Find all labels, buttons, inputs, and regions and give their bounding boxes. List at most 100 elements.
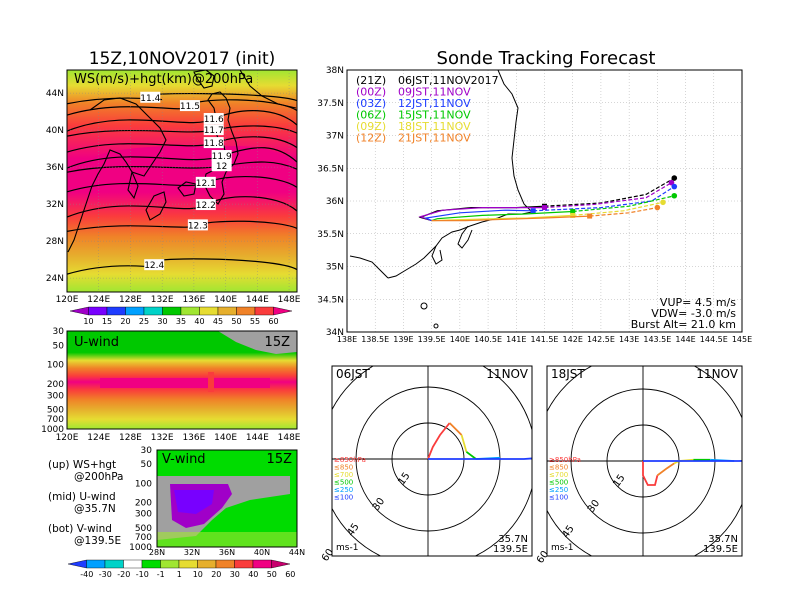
- legend-line6: @139.5E: [74, 535, 121, 547]
- ws-colorbar-swatch: [217, 306, 237, 316]
- ws-colorbar-label: 25: [139, 317, 149, 326]
- hodograph-unit: ms-1: [336, 543, 358, 553]
- hodograph-ring-label: 30: [371, 496, 387, 513]
- track-landing-marker: [671, 183, 678, 190]
- ws-colorbar-swatch: [180, 306, 200, 316]
- contour-label-box: 12.2: [196, 199, 216, 211]
- hodograph-segment: [465, 451, 477, 460]
- track-x-tick: 142E: [563, 335, 583, 344]
- hodograph-level-label: ≤500: [334, 479, 353, 487]
- track-legend-code: (00Z): [356, 86, 386, 99]
- vwind-colorbar-swatch: [104, 559, 124, 569]
- track-info-burst: Burst Alt= 21.0 km: [631, 318, 736, 331]
- vwind-colorbar-label: -30: [99, 570, 112, 579]
- track-line-descent: [533, 186, 675, 212]
- ws-colorbar-swatch: [106, 306, 126, 316]
- track-burst-marker: [530, 208, 536, 214]
- uwind-x-tick: 136E: [182, 433, 205, 443]
- hodograph-date: 11NOV: [486, 367, 528, 381]
- vwind-colorbar-label: 20: [211, 570, 221, 579]
- hodograph-level-label: ≤250: [549, 486, 568, 494]
- vwind-y-tick: 300: [135, 510, 152, 520]
- track-y-tick: 34.5N: [317, 295, 344, 305]
- ws-colorbar-swatch: [162, 306, 182, 316]
- hodograph-plot: [332, 366, 532, 556]
- ws-colorbar-swatch: [143, 306, 163, 316]
- vwind-colorbar-swatch: [252, 559, 272, 569]
- ws-lat-tick: 40N: [46, 126, 64, 136]
- uwind-y-tick: 100: [47, 361, 64, 371]
- contour-label-box: 11.4: [140, 91, 161, 104]
- uwind-time: 15Z: [265, 335, 291, 350]
- vwind-y-tick: 200: [135, 498, 152, 508]
- vwind-colorbar: -40 -30 -20 -10 -1 1 10 20 30 40 50 60: [67, 559, 295, 579]
- ws-colorbar-swatch: [69, 306, 89, 316]
- track-x-tick: 138.5E: [361, 335, 389, 344]
- contour-label: 11.9: [212, 152, 232, 162]
- track-y-tick: 34N: [326, 328, 344, 338]
- hodograph-frame: [546, 365, 743, 557]
- ws-lon-tick: 144E: [246, 295, 269, 305]
- ws-lat-tick: 24N: [46, 274, 64, 284]
- japan-coastline: [67, 70, 297, 253]
- track-y-tick: 37.5N: [317, 99, 344, 109]
- track-info-vup: VUP= 4.5 m/s: [660, 296, 736, 309]
- track-line-ascent: [431, 210, 573, 222]
- hodograph-level-label: ≤700: [334, 471, 353, 479]
- uwind-x-tick: 144E: [246, 433, 269, 443]
- vwind-colorbar-swatch: [197, 559, 217, 569]
- hodograph-plot: [547, 366, 742, 556]
- track-x-tick: 145E: [732, 335, 752, 344]
- vwind-colorbar-label: 60: [285, 570, 295, 579]
- contour-label-bg: [187, 219, 208, 231]
- hodograph-ring-label: 15: [396, 471, 412, 488]
- vwind-x-tick: 28N: [149, 548, 165, 557]
- ws-colorbar-label: 15: [102, 317, 112, 326]
- legend-line4: @35.7N: [74, 503, 116, 515]
- contour-label-box: 11.7: [204, 124, 224, 136]
- contour-label-box: 11.6: [204, 113, 224, 125]
- track-panel: Sonde Tracking Forecast 34N 34.5N 35N 35.5N…: [317, 48, 752, 344]
- ws-colorbar-label: 20: [120, 317, 130, 326]
- ws-colorbar: 10 15 20 25 30 35 40 45 50 55 60: [69, 306, 293, 326]
- track-coastline: [349, 70, 534, 329]
- left-legend: (up) WS+hgt @200hPa (mid) U-wind @35.7N …: [48, 459, 124, 547]
- track-legend-label: 21JST,11NOV: [398, 132, 471, 145]
- vwind-colorbar-swatch: [160, 559, 180, 569]
- track-y-tick: 35N: [326, 263, 344, 273]
- contour-label-bg: [211, 160, 232, 172]
- hodograph-segment: [643, 460, 742, 462]
- contour-label-bg: [203, 137, 224, 149]
- track-landing-marker: [671, 192, 678, 199]
- vwind-x-tick: 36N: [219, 548, 235, 557]
- track-legend-code: (09Z): [356, 120, 386, 133]
- vwind-colorbar-label: -1: [157, 570, 165, 579]
- hodograph-lat: 35.7N: [498, 534, 528, 545]
- track-legend-label: 18JST,11NOV: [398, 120, 471, 133]
- track-y-ticks: 34N 34.5N 35N 35.5N 36N 36.5N 37N 37.5N 38N: [317, 66, 344, 338]
- track-x-tick: 141E: [506, 335, 526, 344]
- hodograph-level-label: ≤850: [334, 464, 353, 472]
- track-x-tick: 144E: [675, 335, 695, 344]
- ws-colorbar-swatch: [254, 306, 274, 316]
- vwind-y-tick: 1000: [129, 543, 152, 553]
- contour-label-box: 12: [211, 160, 232, 172]
- hodograph-level-label: ≤500: [549, 479, 568, 487]
- contour-label-bg: [195, 199, 216, 211]
- track-x-tick: 143.5E: [643, 335, 671, 344]
- vwind-colorbar-swatch: [86, 559, 106, 569]
- uwind-spike: [208, 372, 214, 392]
- contour-label-bg: [203, 113, 224, 125]
- track-x-tick: 143E: [619, 335, 639, 344]
- hodograph-level-label: ≥850hPa: [549, 456, 581, 464]
- ws-map-lon-ticks: 120E 124E 128E 132E 136E 140E 144E 148E: [56, 295, 301, 305]
- track-legend-code: (21Z): [356, 74, 386, 87]
- track-x-tick: 144.5E: [700, 335, 728, 344]
- uwind-y-tick: 200: [47, 380, 64, 390]
- ws-map-lat-ticks: 44N 40N 36N 32N 28N 24N: [46, 89, 64, 284]
- track-lines: [418, 175, 678, 222]
